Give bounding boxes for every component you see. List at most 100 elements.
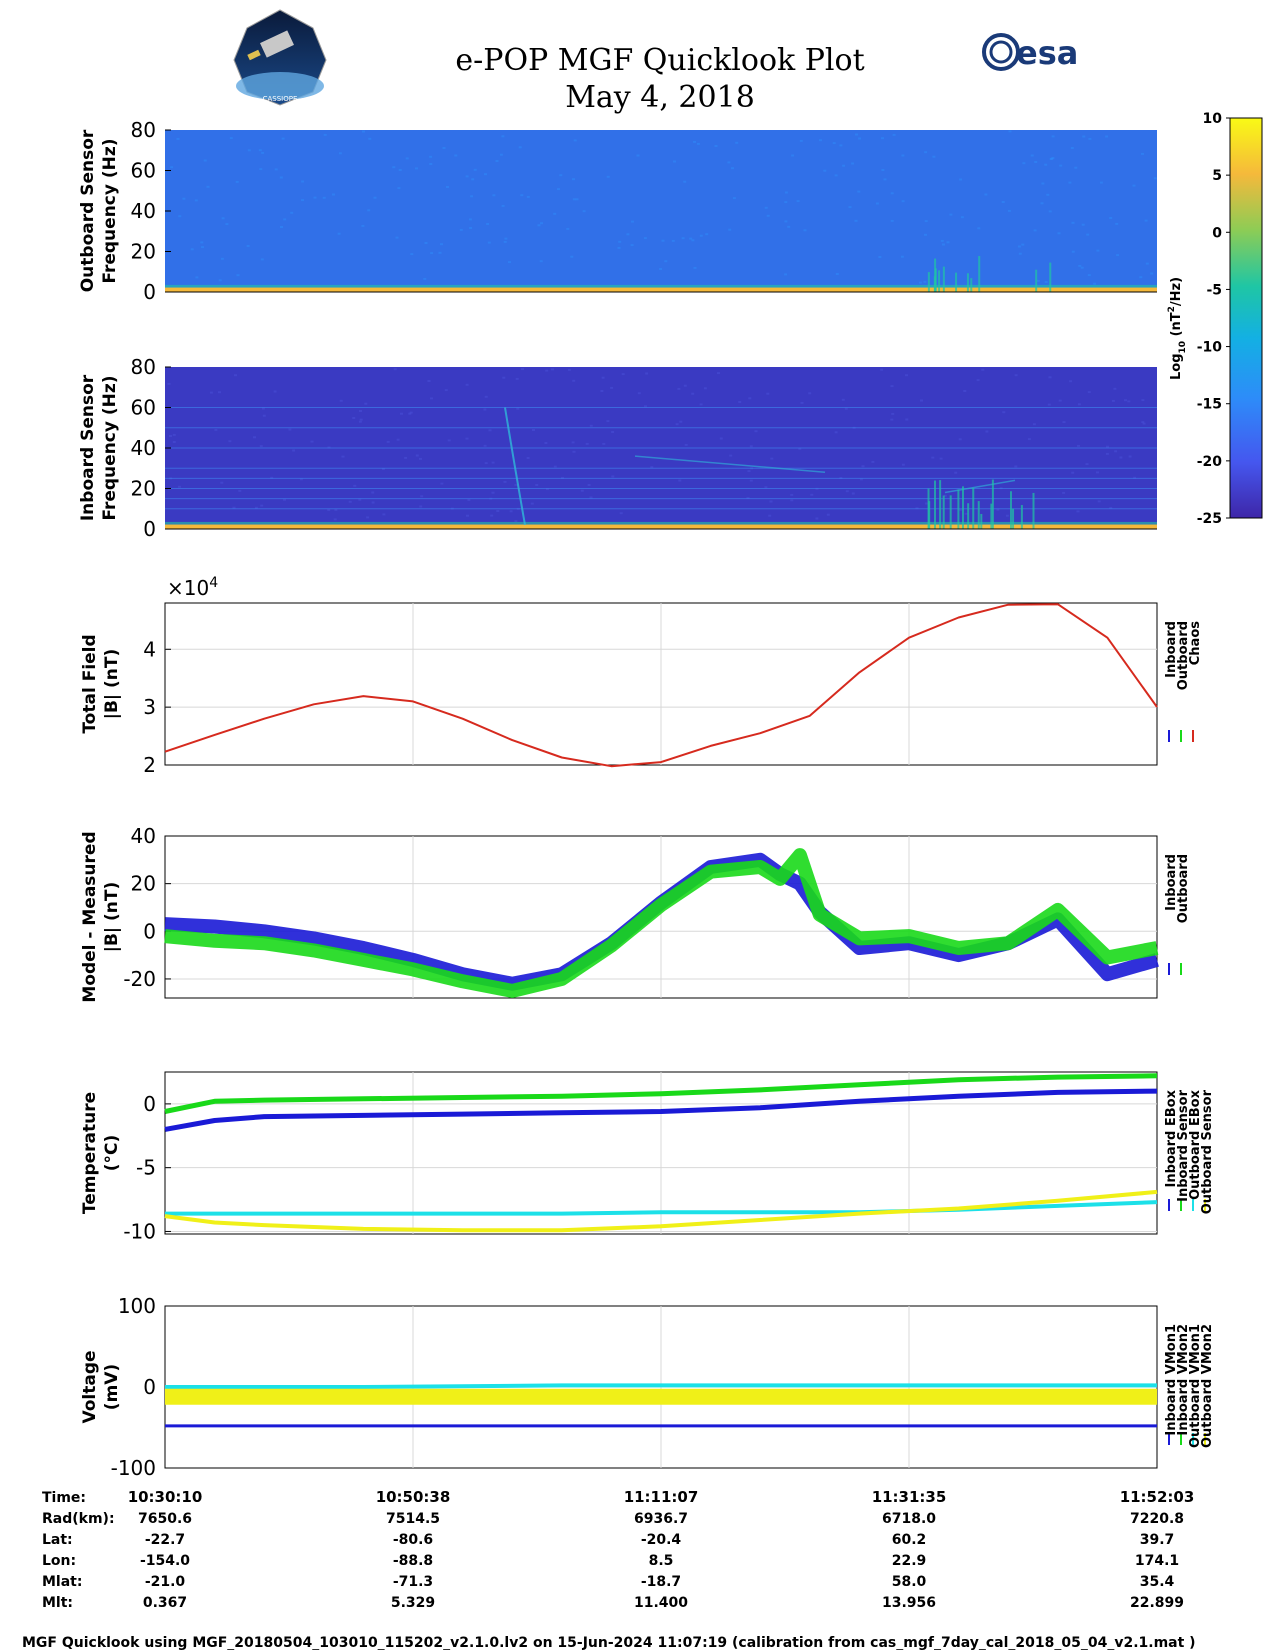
orbit-value: 7220.8 [1130, 1511, 1184, 1527]
y-tick-label: 20 [131, 872, 156, 896]
legend-label: Inboard EBox [1164, 1089, 1179, 1187]
y-axis-label: Model - Measured [80, 831, 100, 1002]
header: CASSIOPE e-POP MGF Quicklook Plot May 4,… [233, 9, 1078, 115]
orbit-value: 11.400 [634, 1595, 688, 1611]
orbit-value: 35.4 [1140, 1574, 1175, 1590]
y-tick-label: 20 [131, 477, 156, 501]
legend-label: Inboard VMon1 [1164, 1324, 1179, 1436]
orbit-value: -71.3 [393, 1574, 433, 1590]
y-tick-label: 80 [131, 355, 156, 379]
orbit-value: 22.9 [892, 1553, 927, 1569]
temperature-series-outboard-sensor [164, 1189, 1158, 1233]
exponent-label: ×104 [167, 575, 218, 600]
y-tick-label: -100 [111, 1456, 156, 1480]
outboard-spectrogram-background [165, 130, 1157, 292]
legend-label: Outboard EBox [1188, 1089, 1203, 1199]
time-tick-label: 11:52:03 [1120, 1488, 1195, 1506]
y-axis-label: Frequency (Hz) [100, 375, 120, 520]
y-tick-label: 60 [131, 159, 156, 183]
y-tick-label: 2 [143, 753, 156, 777]
voltage-series-outboard-vmon1 [165, 1383, 1157, 1389]
y-tick-label: 0 [143, 1092, 156, 1116]
colorbar-ticks: 10 5 0 -5 -10 -15 -20 -25 [1197, 111, 1230, 527]
colorbar-tick-label: -20 [1197, 454, 1223, 470]
orbit-row-label: Lon: [42, 1553, 76, 1569]
y-axis-label: Temperature [80, 1092, 100, 1214]
colorbar-tick-label: 10 [1203, 111, 1223, 127]
orbit-value: -22.7 [145, 1532, 185, 1548]
y-axis-label: (mV) [102, 1364, 122, 1410]
colorbar-tick-label: -10 [1197, 340, 1223, 356]
legend-label: Outboard [1176, 854, 1191, 923]
inboard-spectrogram-features [165, 368, 1157, 530]
esa-logo: esa [982, 33, 1078, 72]
y-tick-label: 4 [143, 637, 156, 661]
orbit-value: 8.5 [649, 1553, 674, 1569]
orbit-value: 58.0 [892, 1574, 927, 1590]
legend-label: Inboard [1164, 854, 1179, 911]
y-tick-label: 40 [131, 436, 156, 460]
orbit-row-label: Time: [42, 1490, 86, 1506]
orbit-value: -18.7 [641, 1574, 681, 1590]
orbit-value: -20.4 [641, 1532, 682, 1548]
legend-label: Inboard VMon2 [1176, 1324, 1191, 1436]
y-tick-label: 20 [131, 240, 156, 264]
time-tick-label: 10:30:10 [128, 1488, 203, 1506]
orbit-value: 22.899 [1130, 1595, 1184, 1611]
y-axis-label: Frequency (Hz) [100, 138, 120, 283]
y-tick-label: 0 [143, 517, 156, 541]
orbit-value: 13.956 [882, 1595, 936, 1611]
colorbar-label: Log10 (nT2/Hz) [1167, 277, 1188, 380]
orbit-value: -21.0 [145, 1574, 186, 1590]
colorbar-tick-label: -25 [1197, 511, 1222, 527]
y-tick-label: 0 [143, 280, 156, 304]
outboard-spectrogram-features [165, 130, 1157, 293]
model-measured-series-outboard [164, 848, 1159, 998]
y-axis-label: Inboard Sensor [78, 374, 98, 521]
y-tick-label: 0 [143, 1375, 156, 1399]
y-tick-label: 3 [143, 695, 156, 719]
y-axis-label: |B| (nT) [102, 882, 122, 953]
time-tick-label: 11:11:07 [624, 1488, 699, 1506]
y-axis-label: |B| (nT) [102, 649, 122, 720]
orbit-row-label: Mlat: [42, 1574, 82, 1590]
temperature-series-inboard-sensor [164, 1073, 1158, 1114]
orbit-value: 6718.0 [882, 1511, 936, 1527]
legend-label: Inboard Sensor [1176, 1089, 1191, 1201]
y-tick-label: 40 [131, 824, 156, 848]
cassiope-logo-text: CASSIOPE [263, 95, 298, 103]
orbit-value: 60.2 [892, 1532, 927, 1548]
time-tick-label: 11:31:35 [872, 1488, 947, 1506]
colorbar-tick-label: 5 [1212, 168, 1222, 184]
y-axis-label: Total Field [80, 634, 100, 733]
time-tick-label: 10:50:38 [376, 1488, 451, 1506]
low-frequency-band [165, 287, 1157, 293]
orbit-row-label: Mlt: [42, 1595, 73, 1611]
orbit-value: 39.7 [1140, 1532, 1175, 1548]
colorbar: 10 5 0 -5 -10 -15 -20 -25 Log10 (nT2/Hz) [1167, 111, 1263, 527]
orbit-value: -80.6 [393, 1532, 433, 1548]
orbit-value: -88.8 [393, 1553, 433, 1569]
y-tick-label: 80 [131, 118, 156, 142]
y-axis-label: Outboard Sensor [78, 129, 98, 292]
orbit-value: 174.1 [1135, 1553, 1179, 1569]
y-tick-label: -5 [136, 1156, 156, 1180]
inboard-spectrogram-panel: 80 60 40 20 0 Inboard Sensor Frequency (Hz) [78, 355, 1157, 541]
outboard-spectrogram-panel: 80 60 40 20 0 Outboard Sensor Frequency (Hz) [78, 118, 1157, 304]
footer-note: MGF Quicklook using MGF_20180504_103010_… [22, 1635, 1196, 1650]
colorbar-tick-label: -15 [1197, 397, 1222, 413]
colorbar-gradient [1229, 117, 1263, 519]
esa-logo-text: esa [1016, 34, 1078, 72]
orbit-row-label: Rad(km): [42, 1511, 115, 1527]
y-tick-label: 100 [118, 1294, 156, 1318]
legend-label: Outboard [1176, 621, 1191, 690]
legend-label: Outboard VMon2 [1200, 1324, 1215, 1448]
colorbar-tick-label: -5 [1206, 282, 1222, 298]
y-tick-label: -20 [123, 967, 156, 991]
legend-label: Outboard VMon1 [1188, 1324, 1203, 1448]
orbit-value: 6936.7 [634, 1511, 688, 1527]
orbit-value: 0.367 [143, 1595, 187, 1611]
